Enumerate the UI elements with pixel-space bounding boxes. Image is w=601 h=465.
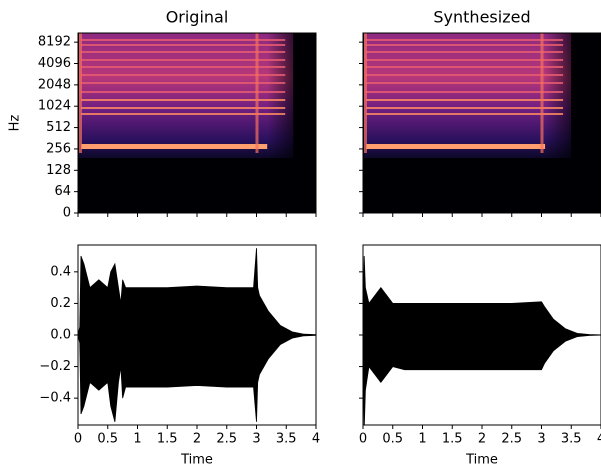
x-tick-label: 0 xyxy=(359,432,367,447)
spectrogram-energy xyxy=(364,33,572,158)
harmonic xyxy=(366,113,564,115)
x-tick-label: 3 xyxy=(537,432,545,447)
harmonic xyxy=(81,107,286,109)
x-tick-label: 2.5 xyxy=(501,432,522,447)
harmonic xyxy=(366,91,564,93)
spectrogram-image xyxy=(78,33,316,213)
x-tick-label: 1 xyxy=(133,432,141,447)
x-tick-label: 3.5 xyxy=(561,432,582,447)
x-tick-label: 2 xyxy=(193,432,201,447)
x-tick-label: 0.5 xyxy=(97,432,118,447)
y-tick-label: 128 xyxy=(46,163,71,178)
spectrogram-fade xyxy=(267,33,308,158)
harmonic xyxy=(81,74,286,76)
fundamental xyxy=(366,144,546,149)
harmonic xyxy=(366,66,564,68)
y-tick-label: 0.4 xyxy=(50,264,71,279)
fundamental xyxy=(81,144,268,149)
y-tick-label: 0.0 xyxy=(50,328,71,343)
waveform xyxy=(78,248,316,422)
x-tick-label: 4 xyxy=(597,432,601,447)
harmonic xyxy=(81,39,286,41)
x-axis-label: Time xyxy=(180,453,213,465)
harmonic xyxy=(366,74,564,76)
y-tick-label: 0.2 xyxy=(50,296,71,311)
y-tick-label: 4096 xyxy=(38,56,71,71)
harmonic xyxy=(81,51,286,53)
x-tick-label: 3 xyxy=(252,432,260,447)
panel-title: Original xyxy=(166,8,229,27)
x-tick-label: 2.5 xyxy=(216,432,237,447)
y-tick-label: 0 xyxy=(63,206,71,221)
y-tick-label: 1024 xyxy=(38,99,71,114)
panel: Time 0 0.5 1 1.5 2 2.5 3 3.5 4 xyxy=(359,244,601,465)
onset xyxy=(255,33,259,153)
panel: Original 0 64 128 256 512 1024 2048 4096 8192 Hz xyxy=(8,8,317,221)
x-tick-label: 1.5 xyxy=(157,432,178,447)
y-tick-label: 8192 xyxy=(38,35,71,50)
onset xyxy=(364,33,367,153)
x-tick-label: 1 xyxy=(418,432,426,447)
harmonic xyxy=(81,82,286,84)
harmonic xyxy=(366,51,564,53)
y-axis-label: Hz xyxy=(8,115,23,132)
panel: Time 0 0.5 1 1.5 2 2.5 3 3.5 4 −0.4 −0.2 0.0 0.2 0.4 xyxy=(39,244,320,465)
y-tick-label: 256 xyxy=(46,141,71,156)
y-tick-label: 512 xyxy=(46,120,71,135)
harmonic xyxy=(81,99,286,101)
harmonic xyxy=(366,107,564,109)
x-tick-label: 1.5 xyxy=(442,432,463,447)
waveform xyxy=(363,256,601,425)
y-tick-label: −0.2 xyxy=(39,359,71,374)
x-tick-label: 0.5 xyxy=(382,432,403,447)
harmonic xyxy=(366,44,564,46)
harmonic xyxy=(81,44,286,46)
harmonic xyxy=(81,66,286,68)
panel: Synthesized xyxy=(359,8,601,217)
onset xyxy=(79,33,82,153)
harmonic xyxy=(366,82,564,84)
harmonic xyxy=(366,39,564,41)
spectrogram-image xyxy=(363,33,601,213)
x-tick-label: 3.5 xyxy=(276,432,297,447)
x-tick-label: 4 xyxy=(312,432,320,447)
harmonic xyxy=(366,59,564,61)
x-axis-label: Time xyxy=(465,453,498,465)
y-tick-label: 2048 xyxy=(38,77,71,92)
harmonic xyxy=(366,99,564,101)
panel-title: Synthesized xyxy=(433,8,530,27)
x-tick-label: 0 xyxy=(74,432,82,447)
onset xyxy=(540,33,544,153)
harmonic xyxy=(81,91,286,93)
y-tick-label: 64 xyxy=(54,184,71,199)
x-tick-label: 2 xyxy=(478,432,486,447)
spectrogram-fade xyxy=(545,33,586,158)
harmonic xyxy=(81,59,286,61)
harmonic xyxy=(81,113,286,115)
y-tick-label: −0.4 xyxy=(39,391,71,406)
